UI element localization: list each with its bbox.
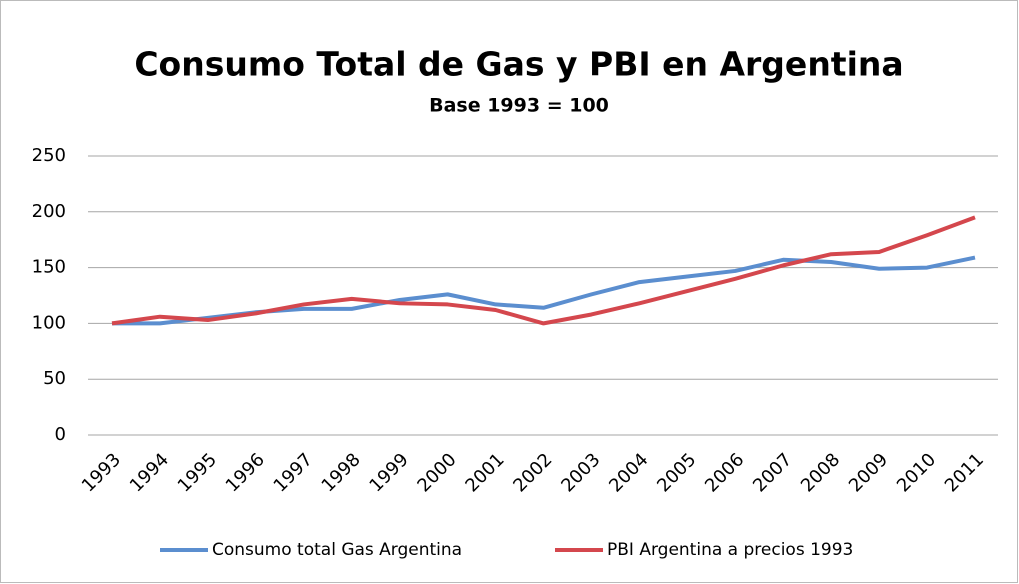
y-tick-label: 100	[32, 312, 66, 333]
y-tick-label: 250	[32, 145, 66, 166]
chart-title: Consumo Total de Gas y PBI en Argentina	[134, 45, 903, 84]
legend-label: Consumo total Gas Argentina	[212, 540, 462, 560]
y-tick-label: 150	[32, 257, 66, 278]
y-tick-label: 50	[43, 368, 66, 389]
chart-subtitle: Base 1993 = 100	[429, 95, 609, 117]
legend-label: PBI Argentina a precios 1993	[607, 540, 853, 560]
series-line	[111, 215, 976, 326]
y-tick-label: 200	[32, 201, 66, 222]
y-tick-label: 0	[55, 424, 66, 445]
